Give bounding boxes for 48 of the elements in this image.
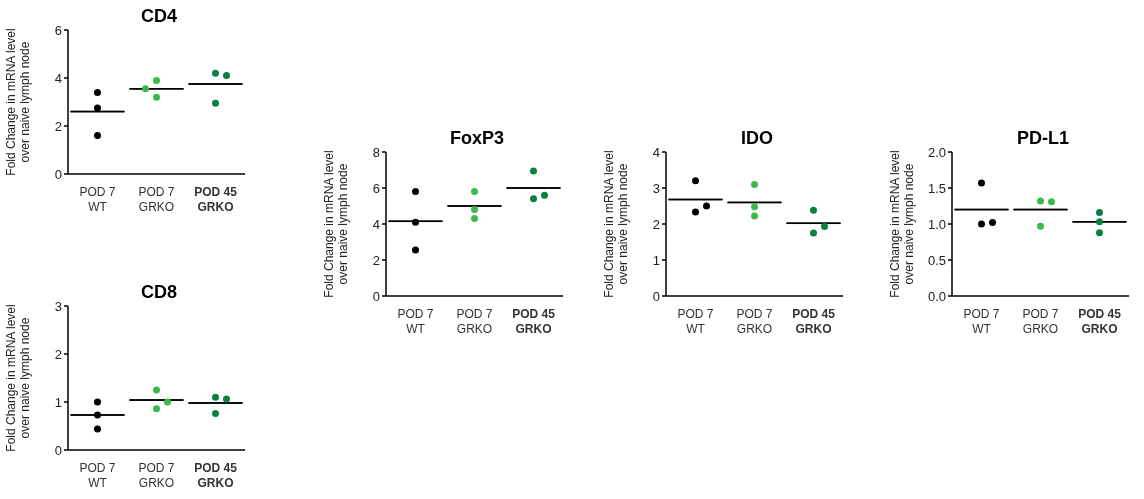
x-tick-label: POD 7 GRKO: [456, 307, 493, 336]
y-axis-title: Fold Change in mRNA level over naive lymph node: [322, 150, 350, 298]
y-tick-label: 8: [372, 144, 380, 160]
y-tick-label: 4: [54, 70, 62, 86]
y-tick-label: 2: [652, 216, 660, 232]
chart-title: CD4: [140, 6, 178, 27]
y-tick-label: 0: [54, 442, 62, 458]
y-tick-label: 1: [652, 252, 660, 268]
y-tick-label: 0: [652, 288, 660, 304]
x-tick-label: POD 45 GRKO: [512, 307, 556, 336]
x-tick-label: POD 7 GRKO: [1022, 307, 1059, 336]
y-axis-title: Fold Change in mRNA level over naive lymph node: [4, 28, 32, 176]
y-tick-label: 1: [54, 394, 62, 410]
y-tick-label: 2: [54, 346, 62, 362]
y-tick-label: 1.5: [927, 180, 946, 196]
y-tick-label: 3: [54, 298, 62, 314]
y-tick-label: 0.0: [927, 288, 946, 304]
y-tick-label: 2: [372, 252, 380, 268]
y-tick-label: 1.0: [927, 216, 946, 232]
y-axis-title: Fold Change in mRNA level over naive lymph node: [4, 304, 32, 452]
x-tick-label: POD 7 WT: [79, 185, 116, 214]
x-tick-label: POD 7 WT: [963, 307, 1000, 336]
chart-title: PD-L1: [1016, 128, 1070, 149]
y-axis-title: Fold Change in mRNA level over naive lymph node: [888, 150, 916, 298]
y-tick-label: 4: [652, 144, 660, 160]
chart-title: FoxP3: [449, 128, 505, 149]
y-axis-title: Fold Change in mRNA level over naive lymph node: [602, 150, 630, 298]
x-tick-label: POD 7 GRKO: [138, 461, 175, 490]
x-tick-label: POD 45 GRKO: [1078, 307, 1122, 336]
y-tick-label: 6: [372, 180, 380, 196]
y-tick-label: 6: [54, 22, 62, 38]
x-tick-label: POD 45 GRKO: [194, 185, 238, 214]
y-tick-label: 2.0: [927, 144, 946, 160]
x-tick-label: POD 7 GRKO: [138, 185, 175, 214]
chart-title: IDO: [740, 128, 774, 149]
x-tick-label: POD 7 WT: [677, 307, 714, 336]
y-tick-label: 0.5: [927, 252, 946, 268]
y-tick-label: 0: [372, 288, 380, 304]
x-tick-label: POD 7 WT: [79, 461, 116, 490]
x-tick-label: POD 45 GRKO: [194, 461, 238, 490]
y-tick-label: 0: [54, 166, 62, 182]
chart-title: CD8: [140, 282, 178, 303]
x-tick-label: POD 45 GRKO: [792, 307, 836, 336]
y-tick-label: 3: [652, 180, 660, 196]
x-tick-label: POD 7 GRKO: [736, 307, 773, 336]
y-tick-label: 4: [372, 216, 380, 232]
y-tick-label: 2: [54, 118, 62, 134]
x-tick-label: POD 7 WT: [397, 307, 434, 336]
